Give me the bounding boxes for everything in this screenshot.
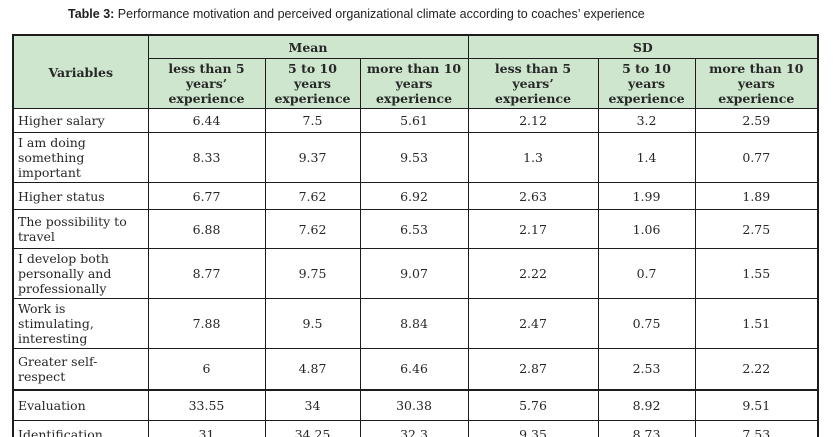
sd-value: 2.63 bbox=[467, 182, 599, 210]
sd-value: 1.99 bbox=[597, 182, 696, 210]
mean-value: 32.3 bbox=[359, 420, 469, 437]
sd-value: 1.51 bbox=[694, 298, 819, 349]
mean-value: 9.37 bbox=[264, 132, 361, 183]
mean-value: 6.77 bbox=[147, 182, 266, 210]
sd-value: 1.3 bbox=[467, 132, 599, 183]
mean-value: 8.77 bbox=[147, 248, 266, 299]
table-body: Higher salary 6.44 7.5 5.61 2.12 3.2 2.5… bbox=[12, 108, 819, 437]
mean-value: 34.25 bbox=[264, 420, 361, 437]
mean-value: 7.62 bbox=[264, 182, 361, 210]
sd-group-header: SD bbox=[467, 34, 819, 59]
sd-value: 2.22 bbox=[694, 348, 819, 390]
sd-subheader-less-5: less than 5 years’ experience bbox=[467, 58, 599, 109]
row-variable: Evaluation bbox=[12, 388, 149, 421]
mean-value: 9.75 bbox=[264, 248, 361, 299]
header-group-row: Variables Mean SD bbox=[12, 34, 819, 109]
sd-value: 2.47 bbox=[467, 298, 599, 349]
table-row: Higher salary 6.44 7.5 5.61 2.12 3.2 2.5… bbox=[12, 108, 819, 133]
sd-value: 8.73 bbox=[597, 420, 696, 437]
sd-value: 0.77 bbox=[694, 132, 819, 183]
mean-subheader-more-10: more than 10 years experience bbox=[359, 58, 469, 109]
mean-value: 5.61 bbox=[359, 108, 469, 133]
sd-subheader-more-10: more than 10 years experience bbox=[694, 58, 819, 109]
row-variable: The possibility to travel bbox=[12, 209, 149, 249]
mean-value: 30.38 bbox=[359, 388, 469, 421]
mean-value: 6 bbox=[147, 348, 266, 390]
mean-value: 6.88 bbox=[147, 209, 266, 249]
row-variable: I am doing something important bbox=[12, 132, 149, 183]
sd-value: 2.75 bbox=[694, 209, 819, 249]
sd-value: 2.17 bbox=[467, 209, 599, 249]
table-row: The possibility to travel 6.88 7.62 6.53… bbox=[12, 209, 819, 249]
table-row: Identification 31 34.25 32.3 9.35 8.73 7… bbox=[12, 420, 819, 437]
sd-value: 2.22 bbox=[467, 248, 599, 299]
row-variable: Identification bbox=[12, 420, 149, 437]
sd-value: 1.55 bbox=[694, 248, 819, 299]
mean-value: 6.44 bbox=[147, 108, 266, 133]
header-sub-row: less than 5 years’ experience 5 to 10 ye… bbox=[13, 58, 819, 109]
data-table: Variables Mean SD less than 5 years’ exp… bbox=[12, 34, 820, 437]
mean-value: 6.46 bbox=[359, 348, 469, 390]
mean-value: 6.92 bbox=[359, 182, 469, 210]
mean-value: 34 bbox=[264, 388, 361, 421]
table-row: Work is stimulating, interesting 7.88 9.… bbox=[12, 298, 819, 349]
mean-value: 33.55 bbox=[147, 388, 266, 421]
sd-value: 1.06 bbox=[597, 209, 696, 249]
variables-column-header: Variables bbox=[12, 34, 149, 109]
row-variable: Work is stimulating, interesting bbox=[12, 298, 149, 349]
sd-value: 2.87 bbox=[467, 348, 599, 390]
row-variable: Higher salary bbox=[12, 108, 149, 133]
row-variable: Greater self-respect bbox=[12, 348, 149, 390]
mean-value: 9.07 bbox=[359, 248, 469, 299]
mean-value: 6.53 bbox=[359, 209, 469, 249]
sd-value: 9.35 bbox=[467, 420, 599, 437]
table-row: I develop both personally and profession… bbox=[12, 248, 819, 299]
mean-value: 8.84 bbox=[359, 298, 469, 349]
row-variable: Higher status bbox=[12, 182, 149, 210]
mean-value: 8.33 bbox=[147, 132, 266, 183]
mean-value: 7.88 bbox=[147, 298, 266, 349]
sd-value: 2.53 bbox=[597, 348, 696, 390]
sd-value: 1.4 bbox=[597, 132, 696, 183]
mean-value: 7.62 bbox=[264, 209, 361, 249]
table-row: I am doing something important 8.33 9.37… bbox=[12, 132, 819, 183]
mean-subheader-5-10: 5 to 10 years experience bbox=[264, 58, 361, 109]
mean-value: 7.5 bbox=[264, 108, 361, 133]
table-row: Higher status 6.77 7.62 6.92 2.63 1.99 1… bbox=[12, 182, 819, 210]
table-caption-text: Performance motivation and perceived org… bbox=[114, 7, 645, 21]
sd-value: 8.92 bbox=[597, 388, 696, 421]
sd-value: 3.2 bbox=[597, 108, 696, 133]
sd-value: 2.12 bbox=[467, 108, 599, 133]
sd-value: 2.59 bbox=[694, 108, 819, 133]
mean-value: 9.53 bbox=[359, 132, 469, 183]
sd-value: 7.53 bbox=[694, 420, 819, 437]
sd-value: 5.76 bbox=[467, 388, 599, 421]
table-caption-label: Table 3: bbox=[68, 7, 115, 21]
table-row: Greater self-respect 6 4.87 6.46 2.87 2.… bbox=[12, 348, 819, 390]
mean-value: 4.87 bbox=[264, 348, 361, 390]
row-variable: I develop both personally and profession… bbox=[12, 248, 149, 299]
mean-value: 31 bbox=[147, 420, 266, 437]
mean-group-header: Mean bbox=[147, 34, 469, 59]
sd-value: 1.89 bbox=[694, 182, 819, 210]
sd-subheader-5-10: 5 to 10 years experience bbox=[597, 58, 696, 109]
table-row: Evaluation 33.55 34 30.38 5.76 8.92 9.51 bbox=[12, 388, 819, 421]
table-header: Variables Mean SD less than 5 years’ exp… bbox=[12, 34, 819, 109]
table-caption: Table 3: Performance motivation and perc… bbox=[0, 0, 839, 21]
sd-value: 9.51 bbox=[694, 388, 819, 421]
mean-subheader-less-5: less than 5 years’ experience bbox=[147, 58, 266, 109]
sd-value: 0.75 bbox=[597, 298, 696, 349]
mean-value: 9.5 bbox=[264, 298, 361, 349]
sd-value: 0.7 bbox=[597, 248, 696, 299]
